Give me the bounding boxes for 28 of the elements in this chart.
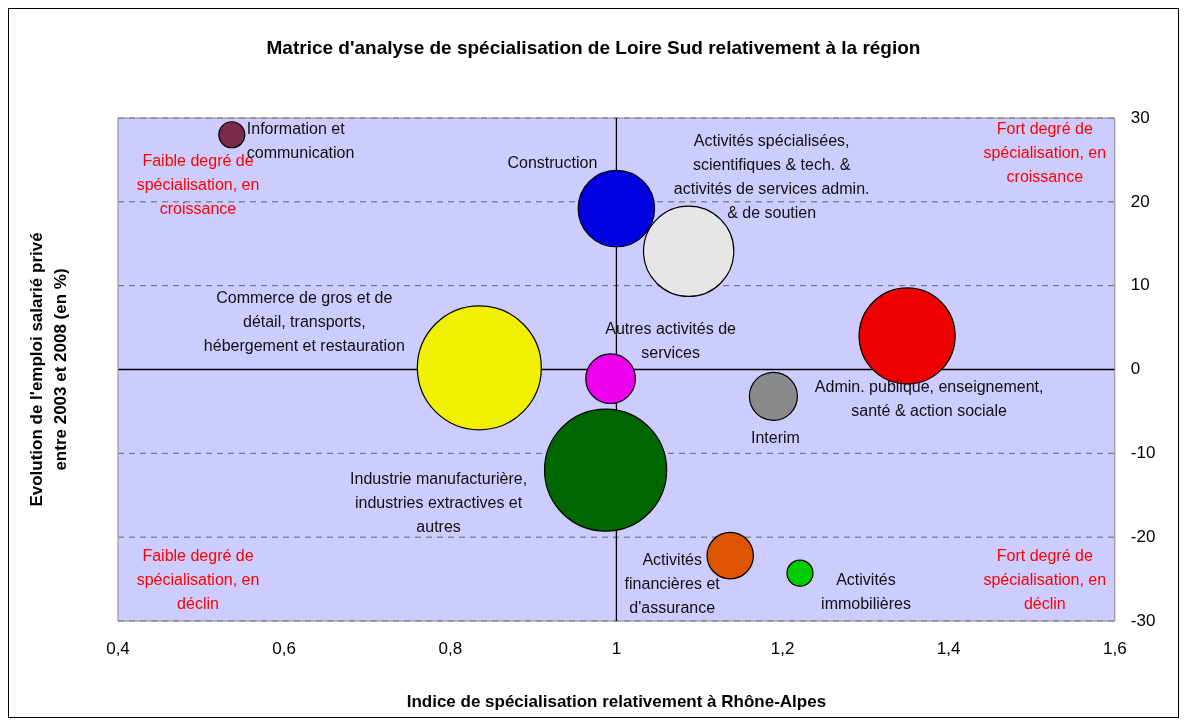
x-tick-label: 0,8 (438, 638, 463, 658)
y-tick-label: 30 (1130, 107, 1150, 127)
y-tick-label: -10 (1130, 443, 1156, 463)
x-axis-title: Indice de spécialisation relativement à Rhône-Alpes (406, 692, 827, 712)
series-label: Commerce de gros et de détail, transports, hébergement et restauration (203, 289, 405, 355)
annotation: Fort degré de spécialisation, en déclin (983, 547, 1107, 613)
y-axis-title: Evolution de l'emploi salarié privé entre 2003 et 2008 (en %) (26, 232, 70, 507)
series-label: Admin. publique, enseignement, santé & action sociale (814, 378, 1044, 420)
series-label: Interim (750, 428, 800, 446)
x-tick-label: 0,6 (272, 638, 296, 658)
y-tick-label: -20 (1130, 526, 1156, 546)
x-tick-label: 1,2 (770, 638, 795, 658)
y-tick-label: -30 (1130, 610, 1156, 630)
x-tick-label: 1 (611, 638, 622, 658)
y-tick-label: 10 (1130, 275, 1150, 295)
annotation: Faible degré de spécialisation, en déclin (136, 547, 260, 613)
series-label: Activités financières et d'assurance (624, 551, 721, 617)
series-label: Construction (507, 153, 598, 171)
y-tick-label: 20 (1130, 191, 1150, 211)
series-label: Activités spécialisées, scientifiques & tech. & activités de services admin. & de soutien (673, 131, 870, 221)
y-tick-label: 0 (1130, 359, 1141, 379)
series-label: Activités immobilières (821, 570, 911, 612)
x-tick-label: 0,4 (106, 638, 130, 658)
series-label: Industrie manufacturière, industries extractives et autres (350, 469, 528, 535)
x-tick-label: 1,4 (936, 638, 961, 658)
chart-title: Matrice d'analyse de spécialisation de Loire Sud relativement à la région (266, 37, 921, 59)
x-tick-label: 1,6 (1102, 638, 1127, 658)
annotation: Fort degré de spécialisation, en croissance (983, 120, 1107, 186)
